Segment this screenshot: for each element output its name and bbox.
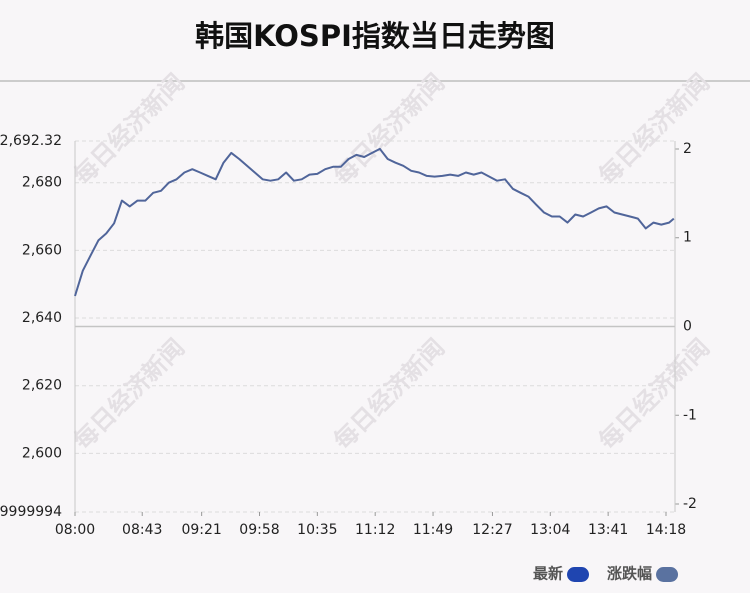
y2-tick-label: 0	[683, 319, 692, 335]
x-tick-label: 08:00	[55, 522, 95, 538]
watermark: 每日经济新闻	[328, 333, 450, 455]
watermark: 每日经济新闻	[593, 333, 715, 455]
y-tick-label: 2,680	[22, 175, 62, 191]
x-tick-label: 09:21	[181, 522, 221, 538]
y-tick-label: 2,660	[22, 242, 62, 258]
legend-label: 最新	[533, 565, 563, 583]
x-tick-label: 13:41	[588, 522, 628, 538]
x-tick-label: 10:35	[297, 522, 337, 538]
legend-swatch	[656, 567, 679, 582]
x-tick-label: 11:12	[355, 522, 395, 538]
y-tick-label: 2,640	[22, 310, 62, 326]
legend-label: 涨跌幅	[607, 565, 652, 583]
y-tick-label: 2,692.32	[0, 133, 62, 149]
legend-swatch	[567, 567, 590, 582]
y2-tick-label: -2	[683, 496, 697, 512]
y-tick-label: 2,620	[22, 378, 62, 394]
y-tick-label: 9999994	[0, 504, 62, 520]
watermark: 每日经济新闻	[593, 68, 715, 190]
x-tick-label: 09:58	[239, 522, 279, 538]
watermark: 每日经济新闻	[68, 333, 190, 455]
x-tick-label: 14:18	[646, 522, 686, 538]
x-tick-label: 08:43	[122, 522, 162, 538]
x-tick-label: 13:04	[530, 522, 570, 538]
y2-tick-label: 1	[683, 230, 692, 246]
watermark: 每日经济新闻	[328, 68, 450, 190]
x-tick-label: 12:27	[472, 522, 512, 538]
x-tick-label: 11:49	[413, 522, 453, 538]
y-tick-label: 2,600	[22, 445, 62, 461]
price-line	[74, 147, 675, 297]
watermark: 每日经济新闻	[68, 68, 190, 190]
chart-title: 韩国KOSPI指数当日走势图	[195, 19, 555, 53]
y2-tick-label: 2	[683, 141, 692, 157]
y2-tick-label: -1	[683, 407, 697, 423]
